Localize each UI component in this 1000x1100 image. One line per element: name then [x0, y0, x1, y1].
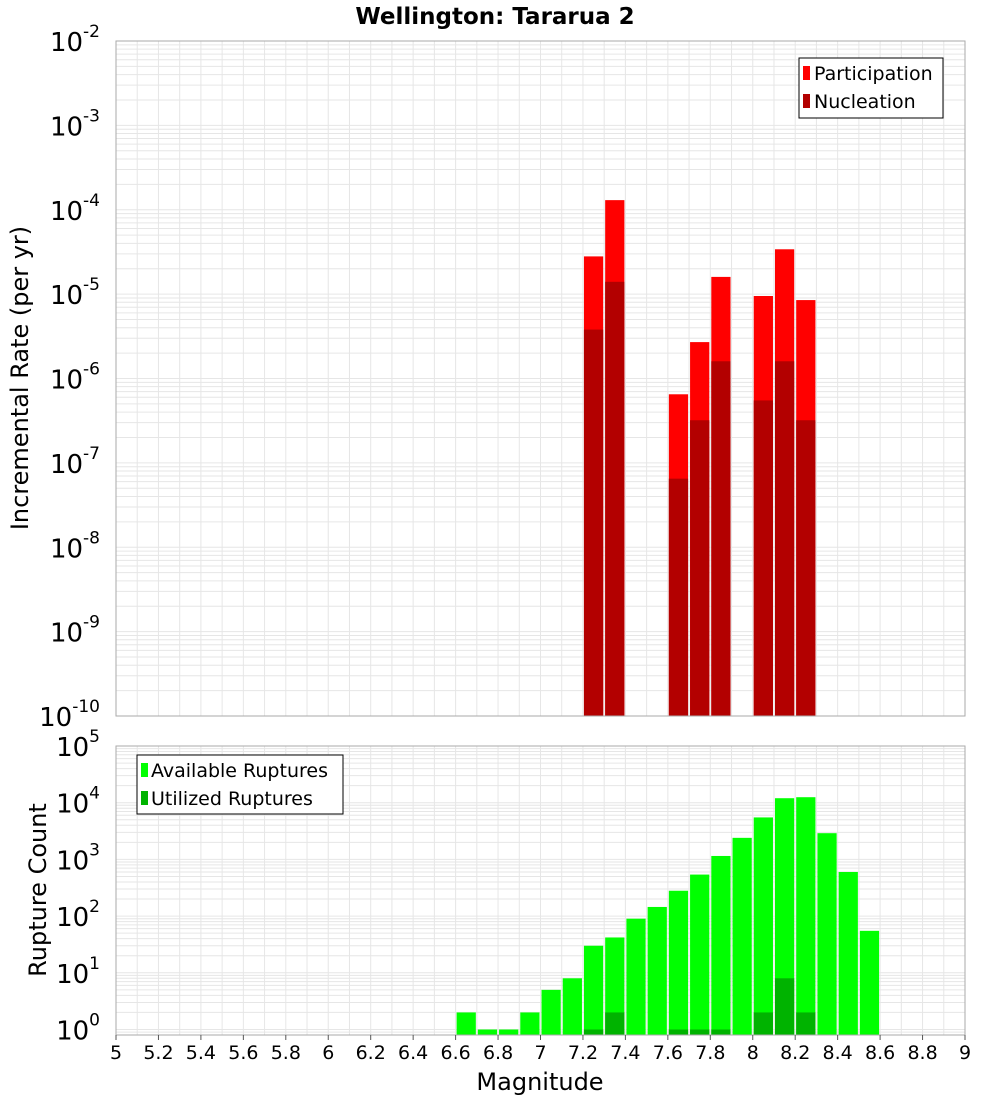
utilized-bar	[796, 1012, 816, 1035]
rate-plot-frame	[115, 40, 966, 717]
count-y-tick-label: 102	[56, 897, 100, 933]
available-bar	[456, 1012, 476, 1035]
rate-y-tick-label: 10-8	[50, 528, 100, 564]
available-bar	[477, 1029, 498, 1035]
nucleation-bar	[753, 400, 773, 716]
available-bar	[647, 906, 667, 1035]
count-legend: Available Ruptures Utilized Ruptures	[136, 754, 344, 815]
available-bar	[562, 978, 582, 1035]
available-bar	[796, 797, 816, 1035]
available-bar	[499, 1029, 519, 1035]
chart-title: Wellington: Tararua 2	[355, 4, 634, 30]
nucleation-legend-label: Nucleation	[814, 91, 916, 113]
available-bar	[817, 833, 837, 1035]
available-bar	[520, 1012, 540, 1035]
rate-y-tick-label: 10-9	[50, 613, 100, 649]
available-bar	[838, 871, 858, 1035]
available-bar	[753, 817, 773, 1035]
rate-y-tick-label: 10-4	[50, 191, 100, 227]
count-panel: 100 101 102 103 104 105 5 5.2 5.4 5.6 5.8 6 6.2 6.4 6.…	[56, 727, 971, 1064]
x-tick-label: 6.8	[483, 1042, 513, 1064]
rate-y-tick-label: 10-10	[39, 697, 100, 733]
x-tick-label: 5	[110, 1042, 122, 1064]
count-y-tick-label: 103	[56, 840, 100, 876]
utilized-bar	[711, 1029, 731, 1035]
available-legend-swatch	[141, 763, 148, 777]
available-bar	[605, 937, 625, 1035]
available-legend-label: Available Ruptures	[151, 760, 328, 782]
utilized-bar	[753, 1012, 773, 1035]
rate-legend-box	[798, 57, 944, 119]
rate-y-axis-label: Incremental Rate (per yr)	[6, 226, 34, 530]
utilized-legend-label: Utilized Ruptures	[151, 788, 313, 810]
participation-legend-swatch	[803, 66, 810, 80]
x-tick-label: 5.8	[271, 1042, 301, 1064]
available-bar	[541, 989, 561, 1035]
available-bar	[583, 945, 604, 1035]
nucleation-bar	[774, 361, 795, 716]
nucleation-bar	[711, 361, 731, 716]
nucleation-bar	[605, 281, 625, 716]
utilized-bar	[774, 978, 795, 1035]
x-tick-label: 8.2	[780, 1042, 810, 1064]
x-tick-label: 8.6	[865, 1042, 895, 1064]
available-bar	[626, 918, 646, 1035]
nucleation-bar	[796, 420, 816, 716]
x-tick-label: 8.8	[907, 1042, 937, 1064]
participation-legend-label: Participation	[814, 63, 933, 85]
x-tick-label: 9	[959, 1042, 971, 1064]
x-tick-label: 8.4	[823, 1042, 853, 1064]
utilized-bar	[583, 1029, 604, 1035]
utilized-bar	[690, 1029, 710, 1035]
count-y-tick-label: 104	[56, 784, 100, 820]
rate-y-tick-label: 10-2	[50, 22, 100, 58]
count-y-tick-label: 100	[56, 1011, 100, 1047]
nucleation-bar	[583, 329, 604, 716]
rate-y-tick-label: 10-6	[50, 360, 100, 396]
utilized-legend-swatch	[141, 791, 148, 805]
available-bar	[774, 798, 795, 1035]
x-tick-label: 8	[747, 1042, 759, 1064]
available-bar	[732, 837, 752, 1035]
count-y-tick-label: 101	[56, 954, 100, 990]
rate-y-tick-label: 10-7	[50, 444, 100, 480]
available-bar	[859, 930, 880, 1035]
count-y-axis-label: Rupture Count	[24, 803, 52, 977]
x-tick-label: 5.4	[186, 1042, 216, 1064]
x-tick-label: 6.2	[356, 1042, 386, 1064]
x-tick-label: 7.6	[653, 1042, 683, 1064]
available-bar	[690, 874, 710, 1035]
rate-y-tick-label: 10-5	[50, 275, 100, 311]
count-y-tick-label: 105	[56, 727, 100, 763]
x-tick-label: 7.8	[695, 1042, 725, 1064]
x-tick-label: 6.4	[398, 1042, 428, 1064]
utilized-bar	[605, 1012, 625, 1035]
x-tick-label: 7.4	[610, 1042, 640, 1064]
nucleation-bar	[690, 420, 710, 716]
x-axis-label: Magnitude	[476, 1068, 603, 1096]
x-tick-label: 5.6	[228, 1042, 258, 1064]
rate-y-tick-label: 10-3	[50, 106, 100, 142]
rate-panel: 10-10 10-9 10-8 10-7 10-6 10-5 10-4 10-3 10-2 Par…	[39, 22, 966, 733]
x-tick-label: 7.2	[568, 1042, 598, 1064]
count-legend-box	[136, 754, 344, 815]
x-tick-label: 6.6	[440, 1042, 470, 1064]
nucleation-legend-swatch	[803, 94, 810, 108]
x-tick-label: 6	[322, 1042, 334, 1064]
available-bar	[711, 855, 731, 1035]
utilized-bar	[668, 1029, 689, 1035]
rate-legend: Participation Nucleation	[798, 57, 944, 119]
x-tick-label: 7	[534, 1042, 546, 1064]
available-bar	[668, 890, 689, 1035]
x-tick-label: 5.2	[143, 1042, 173, 1064]
nucleation-bar	[668, 478, 689, 716]
